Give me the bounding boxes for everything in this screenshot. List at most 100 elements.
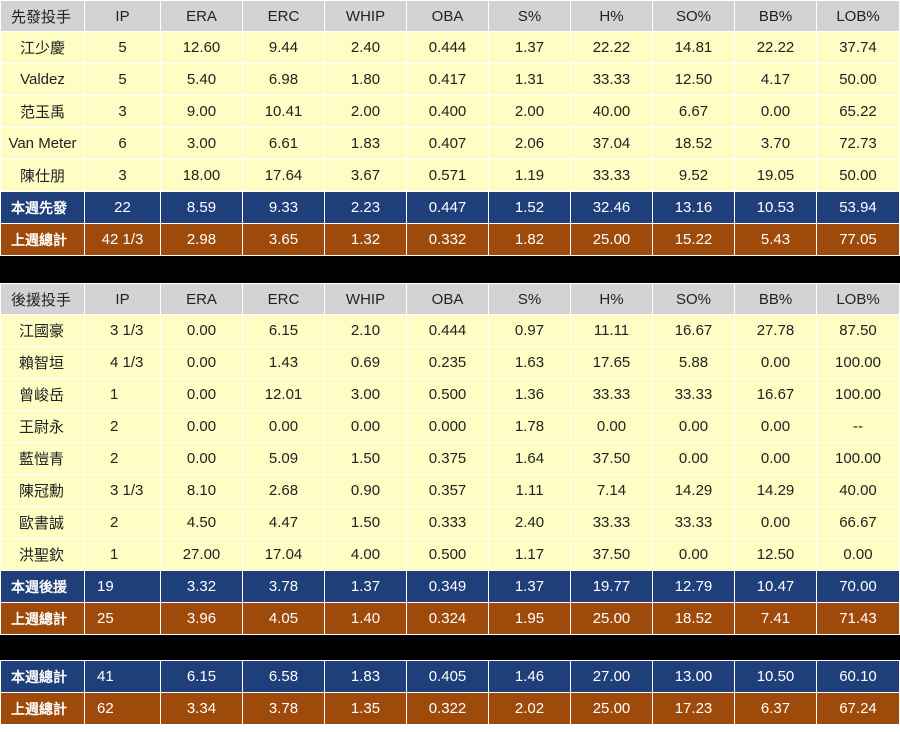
stat-cell: 0.417 [406, 63, 489, 96]
stat-cell: 17.23 [652, 692, 735, 725]
column-header-cell: WHIP [324, 283, 407, 315]
stat-cell: 50.00 [816, 159, 900, 192]
stat-cell: 0.00 [734, 442, 817, 475]
this-week-total-row: 本週總計 41 6.15 6.58 1.83 0.405 1.46 27.00 13.00 10.… [0, 660, 900, 693]
stat-cell: 18.52 [652, 127, 735, 160]
stat-cell: 0.00 [652, 442, 735, 475]
pitcher-name-cell: Valdez [0, 63, 85, 96]
stat-cell: 3.32 [160, 570, 243, 603]
stat-cell: 9.00 [160, 95, 243, 128]
stat-cell: 66.67 [816, 506, 900, 539]
stat-cell: 0.444 [406, 31, 489, 64]
stat-cell: 1.82 [488, 223, 571, 256]
stat-cell: 27.00 [160, 538, 243, 571]
stat-cell: 0.00 [242, 410, 325, 443]
last-week-summary-row: 上週總計 42 1/3 2.98 3.65 1.32 0.332 1.82 25.00 15.2… [0, 223, 900, 256]
stat-cell: 22 [84, 191, 161, 224]
stat-cell: 33.33 [570, 159, 653, 192]
stat-cell: 2.00 [324, 95, 407, 128]
stat-cell: 5 [84, 31, 161, 64]
stat-cell: 0.97 [488, 314, 571, 347]
stat-cell: 3 1/3 [84, 314, 161, 347]
stat-cell: 1.32 [324, 223, 407, 256]
stat-cell: 0.00 [734, 346, 817, 379]
stat-cell: 0.400 [406, 95, 489, 128]
stat-cell: 3.78 [242, 692, 325, 725]
stat-cell: 0.00 [160, 442, 243, 475]
stat-cell: 2 [84, 442, 161, 475]
column-header-cell: S% [488, 283, 571, 315]
stat-cell: 1.36 [488, 378, 571, 411]
stat-cell: 25.00 [570, 223, 653, 256]
stat-cell: 2.40 [324, 31, 407, 64]
stat-cell: 3.00 [160, 127, 243, 160]
stat-cell: 1.64 [488, 442, 571, 475]
stat-cell: 37.50 [570, 538, 653, 571]
stat-cell: 3.67 [324, 159, 407, 192]
stat-cell: 0.00 [160, 314, 243, 347]
stat-cell: 17.65 [570, 346, 653, 379]
stat-cell: 1.35 [324, 692, 407, 725]
stat-cell: 4.00 [324, 538, 407, 571]
stat-cell: 0.500 [406, 378, 489, 411]
stat-cell: 18.52 [652, 602, 735, 635]
stat-cell: 0.235 [406, 346, 489, 379]
stat-cell: 1.50 [324, 506, 407, 539]
stat-cell: 18.00 [160, 159, 243, 192]
column-header-cell: SO% [652, 283, 735, 315]
stat-cell: 1.11 [488, 474, 571, 507]
stat-cell: 77.05 [816, 223, 900, 256]
stat-cell: 7.14 [570, 474, 653, 507]
stat-cell: 1.80 [324, 63, 407, 96]
stat-cell: 65.22 [816, 95, 900, 128]
stat-cell: 37.74 [816, 31, 900, 64]
pitcher-row: 曾峻岳 1 0.00 12.01 3.00 0.500 1.36 33.33 33.33 16.6… [0, 378, 900, 411]
stat-cell: 0.00 [160, 346, 243, 379]
stat-cell: 53.94 [816, 191, 900, 224]
stat-cell: 9.33 [242, 191, 325, 224]
stat-cell: 14.29 [652, 474, 735, 507]
stat-cell: 5.09 [242, 442, 325, 475]
pitcher-row: Van Meter 6 3.00 6.61 1.83 0.407 2.06 37.04 18.5… [0, 127, 900, 160]
stat-cell: 10.41 [242, 95, 325, 128]
stat-cell: 2.06 [488, 127, 571, 160]
stat-cell: 71.43 [816, 602, 900, 635]
stat-cell: 1.37 [488, 570, 571, 603]
stat-cell: 9.52 [652, 159, 735, 192]
stat-cell: 12.79 [652, 570, 735, 603]
stat-cell: 16.67 [652, 314, 735, 347]
stat-cell: 12.60 [160, 31, 243, 64]
section-separator [0, 256, 900, 283]
stat-cell: 1.43 [242, 346, 325, 379]
stat-cell: 17.04 [242, 538, 325, 571]
stat-cell: 22.22 [734, 31, 817, 64]
column-header-cell: LOB% [816, 0, 900, 32]
stat-cell: 1.83 [324, 660, 407, 693]
stat-cell: 27.78 [734, 314, 817, 347]
stat-cell: 2 [84, 410, 161, 443]
column-header-cell: IP [84, 0, 161, 32]
stat-cell: 6.58 [242, 660, 325, 693]
stat-cell: 0.332 [406, 223, 489, 256]
stat-cell: 15.22 [652, 223, 735, 256]
stat-cell: 72.73 [816, 127, 900, 160]
stat-cell: 11.11 [570, 314, 653, 347]
stat-cell: 10.47 [734, 570, 817, 603]
stat-cell: 3.96 [160, 602, 243, 635]
starters-body: 先發投手 IP ERA ERC WHIP OBA S% H% SO% BB% LOB% 江少慶 5 12.… [0, 0, 900, 256]
stat-cell: 3 [84, 159, 161, 192]
stat-cell: 100.00 [816, 378, 900, 411]
column-header-cell: WHIP [324, 0, 407, 32]
stat-cell: 8.59 [160, 191, 243, 224]
column-header-cell: LOB% [816, 283, 900, 315]
stat-cell: 40.00 [816, 474, 900, 507]
stat-cell: 100.00 [816, 442, 900, 475]
stat-cell: 8.10 [160, 474, 243, 507]
stat-cell: 1 [84, 378, 161, 411]
pitcher-name-cell: 洪聖欽 [0, 538, 85, 571]
stat-cell: 0.00 [160, 378, 243, 411]
stat-cell: 37.50 [570, 442, 653, 475]
stat-cell: 25.00 [570, 602, 653, 635]
relievers-table: 後援投手 IP ERA ERC WHIP OBA S% H% SO% BB% LOB% 江國豪 3 1/… [0, 283, 900, 635]
column-header-cell: SO% [652, 0, 735, 32]
